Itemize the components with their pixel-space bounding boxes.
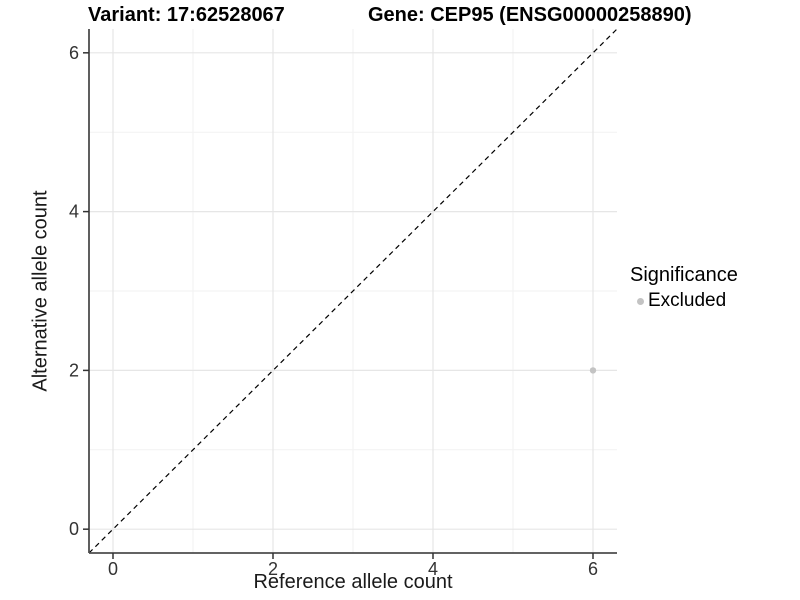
identity-line: [88, 28, 618, 554]
y-tick-label: 2: [69, 360, 79, 380]
x-axis-title: Reference allele count: [253, 571, 453, 593]
y-tick-label: 6: [69, 43, 79, 63]
x-tick-label: 4: [428, 559, 438, 579]
legend: Significance Excluded: [630, 264, 738, 312]
legend-title: Significance: [630, 264, 738, 286]
legend-item-label: Excluded: [648, 290, 727, 311]
y-tick-label: 0: [69, 519, 79, 539]
legend-point-icon: [637, 297, 644, 305]
plot-title-variant: Variant: 17:62528067: [88, 4, 285, 26]
legend-item-excluded: Excluded: [630, 290, 738, 312]
data-point: [589, 367, 597, 374]
x-tick-label: 0: [108, 559, 118, 579]
y-axis-title: Alternative allele count: [29, 190, 52, 392]
x-tick-label: 2: [268, 559, 278, 579]
y-tick-label: 4: [69, 202, 79, 222]
plot-title-gene: Gene: CEP95 (ENSG00000258890): [368, 4, 692, 26]
x-tick-label: 6: [588, 559, 598, 579]
